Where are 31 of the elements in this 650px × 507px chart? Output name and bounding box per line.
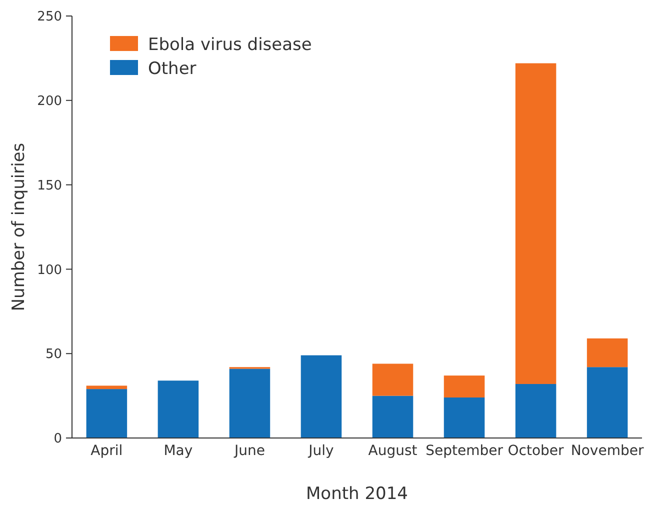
legend-label: Other	[148, 58, 196, 79]
x-tick-label: September	[426, 443, 504, 459]
x-tick-label: November	[570, 443, 644, 459]
y-axis-title: Number of inquiries	[9, 142, 29, 312]
x-tick-label: October	[508, 443, 564, 459]
x-axis-title: Month 2014	[306, 484, 408, 504]
bar	[372, 396, 414, 438]
bar	[372, 364, 414, 396]
y-tick-label: 150	[37, 178, 62, 194]
legend-label: Ebola virus disease	[148, 34, 312, 55]
x-tick-label: May	[164, 443, 193, 459]
x-tick-label: April	[90, 443, 123, 459]
bar	[586, 367, 628, 438]
y-tick-label: 250	[37, 10, 62, 25]
y-tick-label: 50	[45, 347, 62, 362]
x-tick-label: August	[368, 443, 418, 459]
bar	[300, 355, 342, 438]
bar	[586, 338, 628, 368]
y-tick-label: 100	[37, 262, 62, 278]
y-tick-label: 0	[54, 432, 62, 447]
bar	[444, 397, 485, 438]
bar	[86, 389, 128, 438]
x-tick-label: June	[233, 443, 265, 459]
bar	[229, 368, 270, 438]
bar	[515, 384, 556, 438]
y-tick-label: 200	[37, 94, 62, 109]
bar	[515, 63, 556, 384]
x-tick-label: July	[308, 443, 334, 459]
bar	[86, 386, 128, 390]
bar	[444, 376, 485, 398]
bar	[158, 380, 199, 438]
